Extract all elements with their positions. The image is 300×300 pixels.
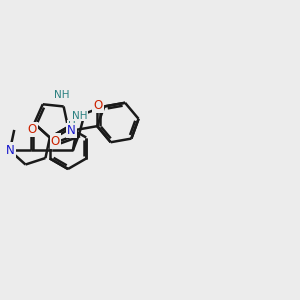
Text: N: N bbox=[5, 144, 14, 157]
Text: O: O bbox=[94, 99, 103, 112]
Text: N: N bbox=[67, 124, 76, 137]
Text: O: O bbox=[27, 123, 37, 136]
Text: NH: NH bbox=[72, 111, 87, 121]
Text: NH: NH bbox=[54, 91, 69, 100]
Text: H: H bbox=[68, 121, 75, 131]
Text: O: O bbox=[51, 135, 60, 148]
